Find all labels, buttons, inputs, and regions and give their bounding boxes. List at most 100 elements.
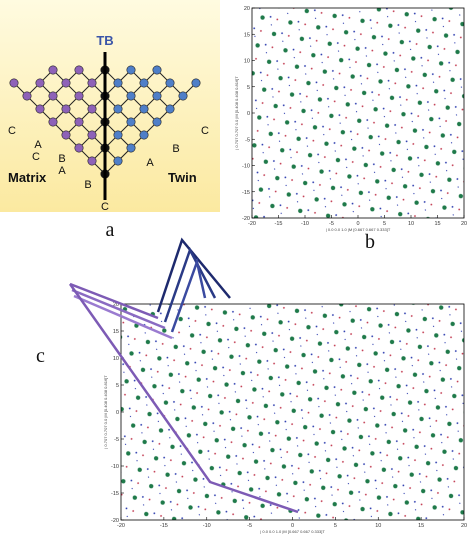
atom — [74, 65, 84, 75]
atom — [165, 78, 175, 88]
plots: -20 -15 -10 -5 0 5 10 15 20 -20 -15 -10 -5 0 5 10 15 20 | … — [103, 6, 467, 534]
lattice-points — [121, 304, 464, 520]
x-tick-label: 5 — [334, 523, 337, 529]
y-tick-label: -10 — [111, 464, 119, 470]
atom — [74, 91, 84, 101]
stack-letter: C — [32, 151, 40, 163]
x-tick-label: 20 — [461, 523, 467, 529]
atom — [35, 104, 45, 114]
y-tick-label: -15 — [242, 190, 250, 196]
y-tick-label: -20 — [111, 518, 119, 524]
y-tick-label: 15 — [244, 32, 250, 38]
atom — [139, 78, 149, 88]
atom — [113, 130, 123, 140]
plot: -20 -15 -10 -5 0 5 10 15 20 -20 -15 -10 -5 0 5 10 15 20 | … — [103, 302, 467, 534]
lattice-points — [252, 8, 464, 218]
atom — [191, 78, 201, 88]
stack-letter: C — [201, 125, 209, 137]
plot: -20 -15 -10 -5 0 5 10 15 20 -20 -15 -10 -5 0 5 10 15 20 | … — [234, 6, 467, 232]
stack-letter: A — [146, 157, 154, 169]
x-tick-label: -10 — [203, 523, 211, 529]
atom — [61, 104, 71, 114]
panel-label: b — [365, 231, 375, 253]
x-axis-label: | 0.0 0.0 1.0 |M [0.667 0.667 0.333]T — [326, 227, 391, 232]
y-tick-label: 20 — [244, 6, 250, 12]
stack-letter: C — [101, 201, 109, 213]
atom — [48, 65, 58, 75]
x-tick-label: -5 — [247, 523, 252, 529]
y-tick-label: -20 — [242, 216, 250, 222]
y-axis-label: | 0.707 0.707 0.0 |M [0.408 0.408 0.816]… — [103, 375, 108, 449]
atom — [126, 91, 136, 101]
y-axis-label: | 0.707 0.707 0.0 |M [0.408 0.408 0.816]… — [234, 76, 239, 150]
x-tick-label: -20 — [117, 523, 125, 529]
x-tick-label: -20 — [248, 221, 256, 227]
atom — [113, 104, 123, 114]
x-tick-label: 0 — [356, 221, 359, 227]
y-tick-label: 10 — [244, 59, 250, 65]
atom — [74, 117, 84, 127]
atom — [152, 117, 162, 127]
atom — [152, 91, 162, 101]
stack-letter: A — [34, 139, 42, 151]
panel-label: c — [36, 345, 45, 367]
x-tick-label: -15 — [160, 523, 168, 529]
atom — [35, 78, 45, 88]
y-tick-label: 5 — [116, 383, 119, 389]
atom — [126, 143, 136, 153]
tb-label: TB — [96, 33, 113, 48]
x-tick-label: 5 — [383, 221, 386, 227]
atom — [48, 91, 58, 101]
x-tick-label: 0 — [291, 523, 294, 529]
atom — [165, 104, 175, 114]
atom — [61, 78, 71, 88]
atom — [113, 156, 123, 166]
atom — [87, 130, 97, 140]
twin-label: Twin — [168, 170, 197, 185]
stack-letter: A — [58, 165, 66, 177]
atom — [152, 65, 162, 75]
atom — [113, 78, 123, 88]
atom — [139, 130, 149, 140]
x-tick-label: -10 — [301, 221, 309, 227]
panel-label: a — [106, 219, 115, 241]
atom — [87, 104, 97, 114]
atom — [139, 104, 149, 114]
x-tick-label: -5 — [329, 221, 334, 227]
atom — [178, 91, 188, 101]
stack-letter: B — [84, 179, 91, 191]
y-tick-label: 15 — [113, 329, 119, 335]
y-tick-label: -5 — [245, 137, 250, 143]
y-tick-label: -10 — [242, 164, 250, 170]
atom — [22, 91, 32, 101]
y-tick-label: 0 — [116, 410, 119, 416]
x-tick-label: 15 — [434, 221, 440, 227]
stack-letter: B — [58, 153, 65, 165]
y-tick-label: 0 — [247, 111, 250, 117]
y-tick-label: -15 — [111, 491, 119, 497]
atom — [61, 130, 71, 140]
y-tick-label: -5 — [114, 437, 119, 443]
x-axis-label: | 0.0 0.0 1.0 |M [0.667 0.667 0.333]T — [260, 529, 325, 534]
x-tick-label: 15 — [418, 523, 424, 529]
matrix-label: Matrix — [8, 170, 47, 185]
atom — [48, 117, 58, 127]
x-tick-label: 20 — [461, 221, 467, 227]
annotation-lines — [68, 237, 299, 514]
atom — [126, 117, 136, 127]
stack-letter: B — [172, 143, 179, 155]
y-tick-label: 20 — [113, 302, 119, 308]
atom — [126, 65, 136, 75]
x-tick-label: -15 — [275, 221, 283, 227]
atom — [74, 143, 84, 153]
y-tick-label: 10 — [113, 356, 119, 362]
x-tick-label: 10 — [375, 523, 381, 529]
atom — [87, 156, 97, 166]
stack-letter: C — [8, 125, 16, 137]
atom — [9, 78, 19, 88]
y-tick-label: 5 — [247, 85, 250, 91]
atom — [87, 78, 97, 88]
x-tick-label: 10 — [408, 221, 414, 227]
